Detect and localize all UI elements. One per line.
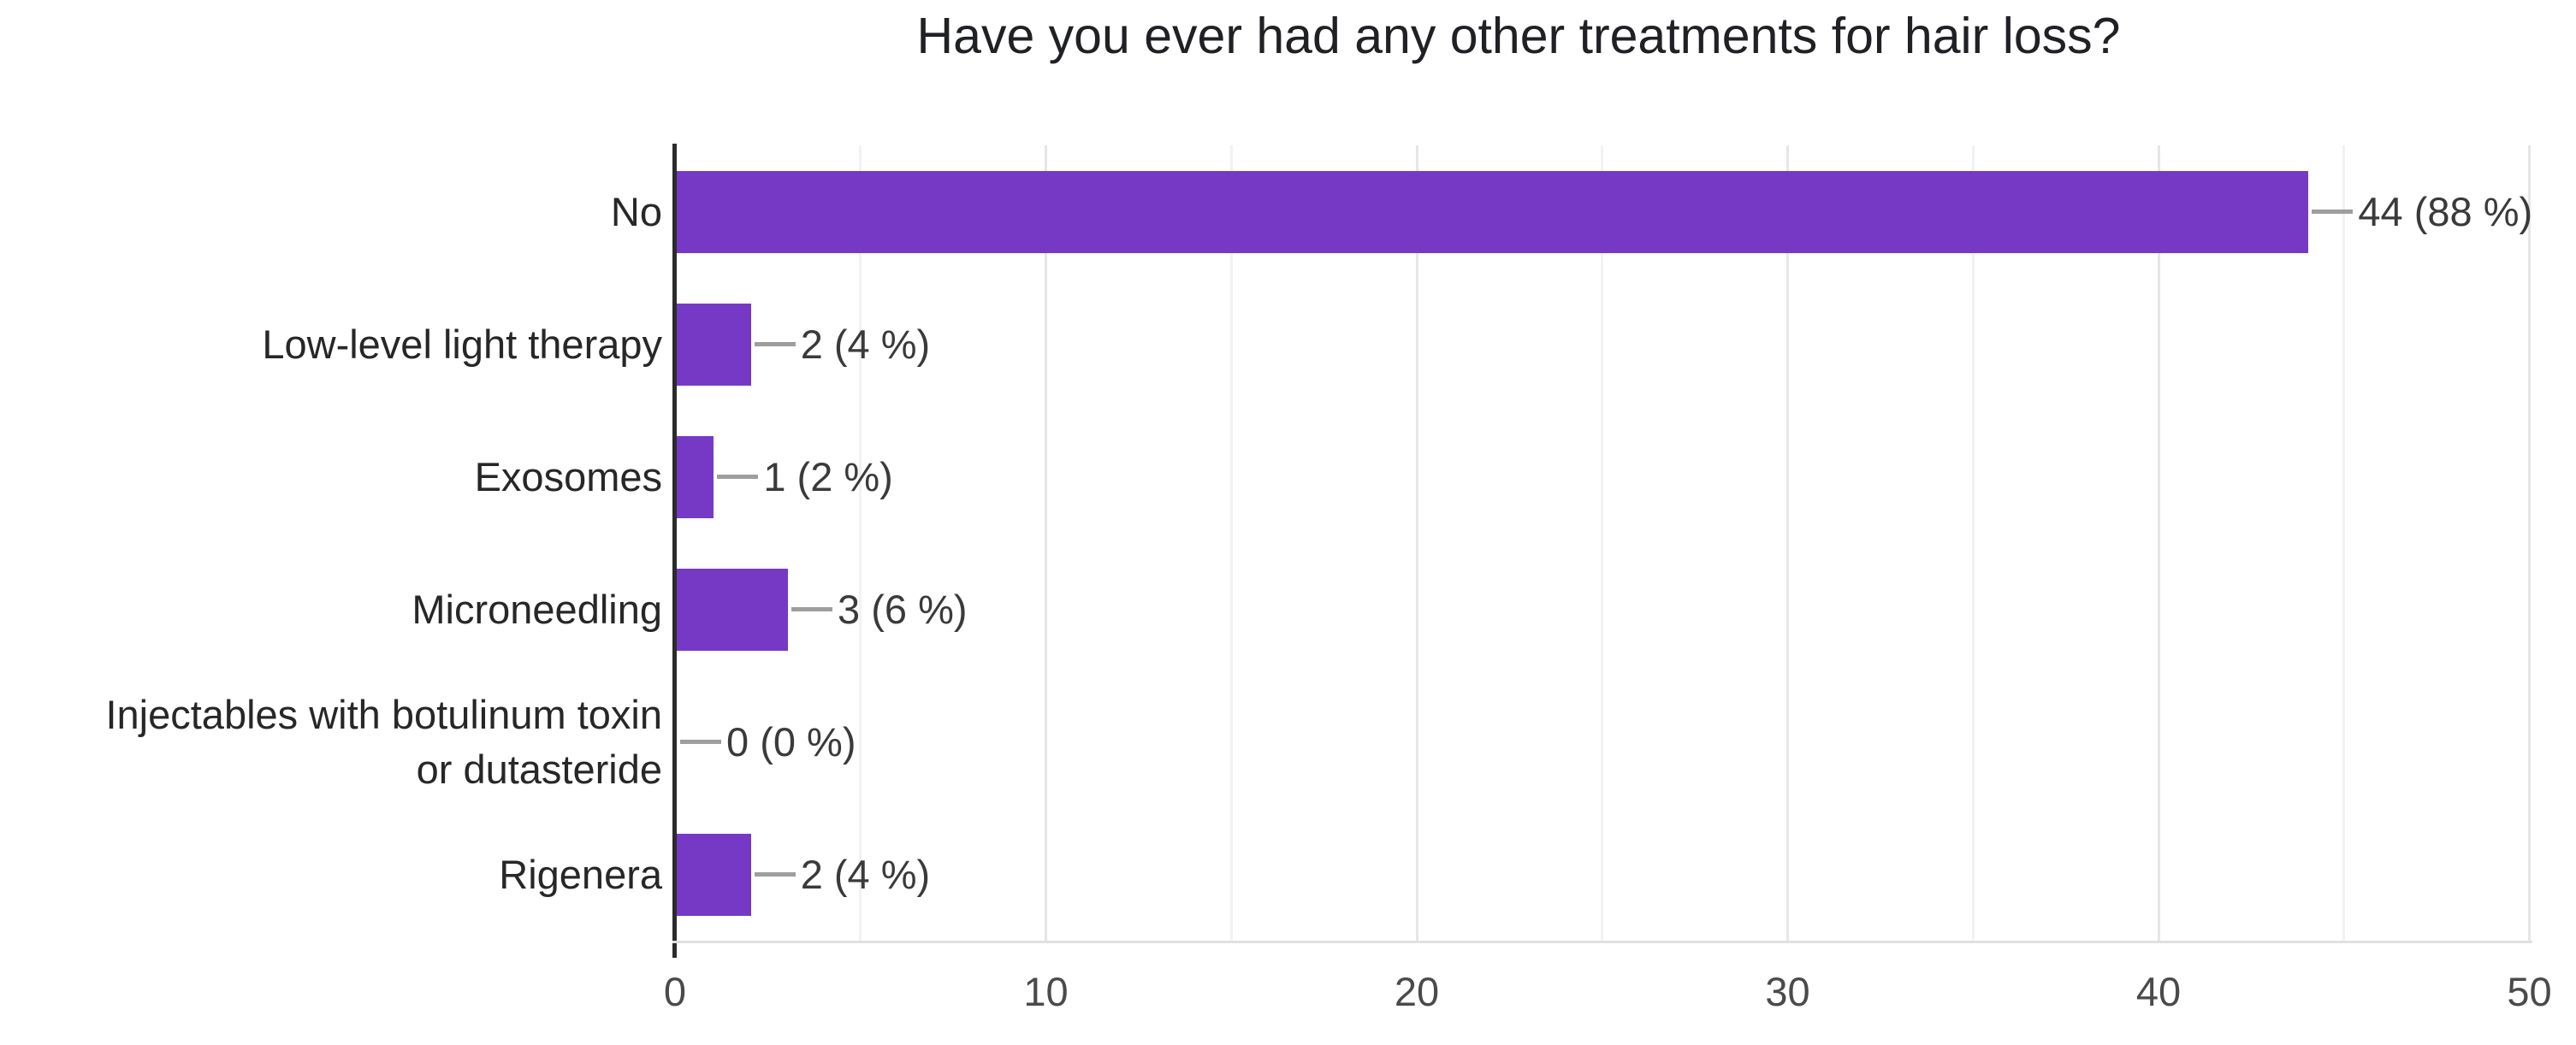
- category-label-line: Rigenera: [499, 851, 662, 897]
- category-label-line: Injectables with botulinum toxin: [105, 691, 662, 737]
- bar-3: [677, 568, 789, 651]
- chart-title: Have you ever had any other treatments f…: [916, 8, 2121, 64]
- category-label: Injectables with botulinum toxin or dutas…: [0, 676, 662, 808]
- value-connector: [680, 740, 721, 744]
- x-baseline: [672, 941, 2532, 943]
- gridline-50: [2528, 145, 2531, 941]
- x-tick-label-50: 50: [2507, 969, 2552, 1014]
- bar-0: [677, 170, 2309, 253]
- gridline-25: [1601, 145, 1604, 941]
- gridline-15: [1229, 145, 1233, 941]
- value-label: 1 (2 %): [763, 454, 893, 499]
- value-connector: [717, 475, 759, 479]
- gridline-5: [859, 145, 862, 941]
- category-label-line: No: [610, 188, 662, 234]
- gridline-45: [2342, 145, 2346, 941]
- category-label: No: [0, 145, 662, 278]
- x-tick-label-0: 0: [663, 969, 687, 1014]
- x-tick-label-40: 40: [2135, 969, 2182, 1014]
- bar-5: [677, 833, 751, 916]
- x-tick-label-10: 10: [1023, 969, 1069, 1014]
- gridline-35: [1971, 145, 1975, 941]
- gridline-40: [2157, 145, 2160, 941]
- value-connector: [2312, 210, 2354, 214]
- value-connector: [791, 607, 833, 611]
- category-label-line: Low-level light therapy: [262, 321, 662, 367]
- bar-1: [677, 303, 751, 386]
- value-connector: [754, 872, 796, 877]
- gridline-10: [1045, 145, 1047, 941]
- category-label: Exosomes: [0, 410, 662, 543]
- gridline-30: [1786, 145, 1789, 941]
- category-label-line: Microneedling: [412, 586, 662, 632]
- value-label: 44 (88 %): [2358, 189, 2533, 234]
- category-label-line: or dutasteride: [416, 746, 662, 792]
- gridline-20: [1415, 145, 1418, 941]
- value-label: 2 (4 %): [800, 322, 931, 367]
- category-label: Rigenera: [0, 808, 662, 941]
- category-label: Low-level light therapy: [0, 278, 662, 410]
- value-label: 2 (4 %): [800, 852, 931, 897]
- value-label: 3 (6 %): [838, 587, 968, 632]
- category-label: Microneedling: [0, 543, 662, 676]
- bar-2: [677, 435, 714, 518]
- category-label-line: Exosomes: [474, 453, 662, 499]
- value-connector: [754, 342, 796, 346]
- x-tick-label-30: 30: [1765, 969, 1810, 1014]
- value-label: 0 (0 %): [726, 719, 856, 765]
- x-tick-label-20: 20: [1394, 969, 1440, 1014]
- y-axis-line: [672, 144, 677, 958]
